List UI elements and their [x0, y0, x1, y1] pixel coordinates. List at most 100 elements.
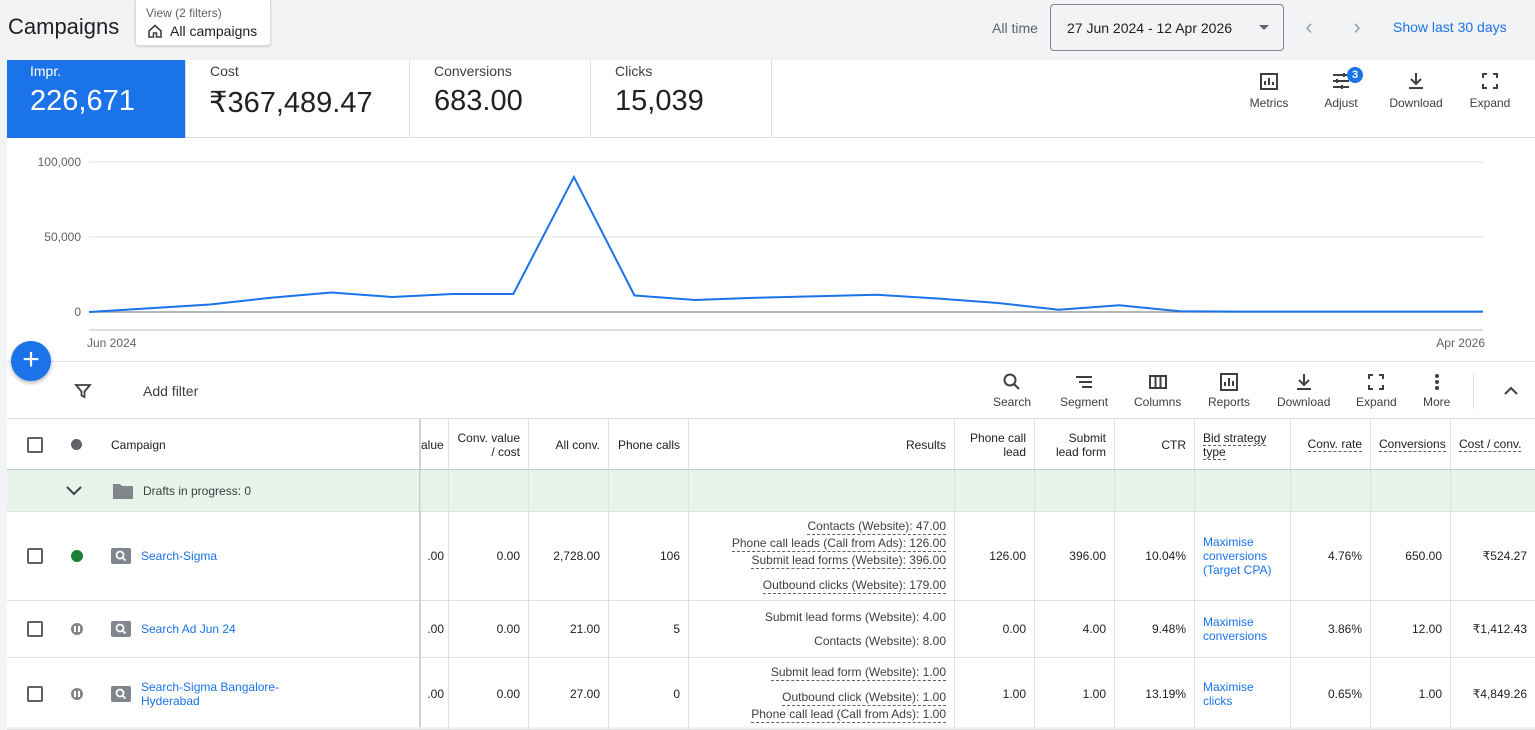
result-item[interactable]: Submit lead form (Website): 1.00 — [770, 665, 946, 681]
expand-button[interactable]: Expand — [1455, 70, 1525, 110]
chevron-up-icon[interactable] — [1502, 382, 1520, 400]
row-checkbox[interactable] — [27, 685, 43, 702]
filter-bar: Add filter Search Segment Columns Report… — [7, 361, 1535, 419]
drafts-row[interactable]: Drafts in progress: 0 — [7, 470, 1535, 512]
campaign-name-link[interactable]: Search-Sigma Bangalore- Hyderabad — [141, 680, 279, 708]
select-all-checkbox[interactable] — [27, 436, 43, 453]
header-label: Conv. value / cost — [458, 431, 520, 459]
header-conv-rate[interactable]: Conv. rate — [1291, 419, 1371, 470]
row-checkbox[interactable] — [27, 621, 43, 637]
result-item[interactable]: Submit lead forms (Website): 4.00 — [764, 610, 946, 624]
chevron-left-icon[interactable]: ‹ — [1305, 14, 1313, 39]
row-checkbox[interactable] — [27, 548, 43, 564]
row-select — [7, 512, 63, 600]
header-label-line: Submit — [1068, 430, 1106, 445]
performance-chart: 100,000 50,000 0 Jun 2024 Apr 2026 — [7, 138, 1535, 361]
cell-phone-calls: 0 — [609, 658, 689, 729]
result-item[interactable]: Submit lead forms (Website): 396.00 — [751, 553, 946, 569]
header-label: Results — [905, 437, 946, 452]
cell-conv-value-cost: 0.00 — [449, 512, 529, 600]
row-status — [63, 658, 103, 729]
chevron-right-icon[interactable]: › — [1353, 14, 1361, 39]
header-value[interactable]: alue — [421, 419, 449, 470]
header-conversions[interactable]: Conversions — [1371, 419, 1451, 470]
header-cost-conv[interactable]: Cost / conv. — [1451, 419, 1535, 470]
y-tick-label: 50,000 — [44, 230, 81, 244]
header-label: CTR — [1161, 437, 1186, 452]
home-icon — [148, 24, 162, 38]
metric-label: Cost — [210, 63, 239, 79]
header-label: alue — [421, 437, 444, 452]
cell-bid-strategy[interactable]: Maximise conversions (Target CPA) — [1195, 512, 1291, 600]
view-selector[interactable]: View (2 filters) All campaigns — [135, 0, 271, 46]
result-item[interactable]: Phone call leads (Call from Ads): 126.00 — [731, 536, 946, 552]
result-item[interactable]: Outbound clicks (Website): 179.00 — [762, 578, 946, 594]
add-campaign-button[interactable]: + — [11, 341, 51, 381]
header-label: Campaign — [111, 437, 166, 452]
cell-bid-strategy[interactable]: Maximise clicks — [1195, 658, 1291, 729]
date-range-text: 27 Jun 2024 - 12 Apr 2026 — [1067, 20, 1233, 36]
result-item[interactable]: Contacts (Website): 47.00 — [807, 519, 946, 535]
search-button[interactable]: Search — [993, 372, 1031, 409]
chevron-down-icon[interactable] — [65, 484, 83, 498]
date-range-picker[interactable]: 27 Jun 2024 - 12 Apr 2026 — [1050, 4, 1284, 51]
header-conv-value-cost[interactable]: Conv. value / cost — [449, 419, 529, 470]
show-last-30-days-link[interactable]: Show last 30 days — [1393, 19, 1507, 35]
cell-phone-call-lead: 1.00 — [955, 658, 1035, 729]
table-expand-button[interactable]: Expand — [1356, 372, 1397, 409]
metrics-button[interactable]: Metrics — [1234, 70, 1304, 110]
header-all-conv[interactable]: All conv. — [529, 419, 609, 470]
header-results[interactable]: Results — [689, 419, 955, 470]
metric-label: Impr. — [30, 63, 62, 79]
segment-icon — [1076, 376, 1093, 388]
search-campaign-icon — [111, 621, 131, 637]
header-campaign[interactable]: Campaign — [103, 419, 421, 470]
metric-value: 226,671 — [30, 85, 135, 117]
metric-card-conversions[interactable]: Conversions 683.00 — [410, 60, 591, 138]
cell-conversions: 650.00 — [1371, 512, 1451, 600]
header-submit-lead-form[interactable]: Submit lead form — [1035, 419, 1115, 470]
x-tick-label: Apr 2026 — [1436, 336, 1485, 350]
row-campaign: Search-Sigma — [103, 512, 421, 600]
row-select — [7, 658, 63, 729]
columns-button[interactable]: Columns — [1134, 372, 1181, 409]
result-item[interactable]: Contacts (Website): 8.00 — [814, 634, 946, 648]
metrics-label: Metrics — [1249, 96, 1289, 110]
y-tick-label: 100,000 — [38, 155, 82, 169]
header-phone-calls[interactable]: Phone calls — [609, 419, 689, 470]
result-item[interactable]: Phone call lead (Call from Ads): 1.00 — [751, 707, 946, 723]
metric-card-cost[interactable]: Cost ₹367,489.47 — [186, 60, 410, 138]
cell-phone-calls: 5 — [609, 601, 689, 657]
metric-card-impressions[interactable]: Impr. 226,671 — [7, 60, 186, 138]
cell-conv-rate: 4.76% — [1291, 512, 1371, 600]
table-row: Search Ad Jun 24 .00 0.00 21.00 5 Submit… — [7, 601, 1535, 658]
cell-conv-value-cost: 0.00 — [449, 601, 529, 657]
header-bid-strategy-type[interactable]: Bid strategy type — [1195, 419, 1291, 470]
header-phone-call-lead[interactable]: Phone call lead — [955, 419, 1035, 470]
campaign-name-link[interactable]: Search-Sigma — [141, 549, 218, 563]
metric-value: 683.00 — [434, 85, 523, 117]
tune-icon — [1333, 73, 1349, 89]
header-label-line: Conv. value — [457, 430, 520, 445]
cell-value: .00 — [421, 512, 449, 600]
cell-submit-lead-form: 4.00 — [1035, 601, 1115, 657]
adjust-button[interactable]: 3 Adjust — [1306, 67, 1376, 110]
metric-cards: Impr. 226,671 Cost ₹367,489.47 Conversio… — [7, 60, 1535, 138]
filter-icon[interactable] — [74, 382, 92, 400]
more-button[interactable]: More — [1423, 372, 1450, 409]
expand-icon — [1368, 374, 1385, 390]
reports-label: Reports — [1208, 395, 1251, 409]
campaign-name-line: Hyderabad — [141, 693, 200, 708]
campaign-name-link[interactable]: Search Ad Jun 24 — [141, 622, 236, 636]
add-filter-button[interactable]: Add filter — [143, 383, 199, 399]
header-ctr[interactable]: CTR — [1115, 419, 1195, 470]
result-item[interactable]: Outbound click (Website): 1.00 — [782, 690, 946, 706]
search-icon — [1003, 373, 1020, 390]
reports-button[interactable]: Reports — [1208, 372, 1250, 409]
metric-card-clicks[interactable]: Clicks 15,039 — [591, 60, 772, 138]
table-download-button[interactable]: Download — [1277, 372, 1330, 409]
download-button[interactable]: Download — [1381, 70, 1451, 110]
segment-button[interactable]: Segment — [1060, 372, 1108, 409]
cell-bid-strategy[interactable]: Maximise conversions — [1195, 601, 1291, 657]
row-status — [63, 512, 103, 600]
